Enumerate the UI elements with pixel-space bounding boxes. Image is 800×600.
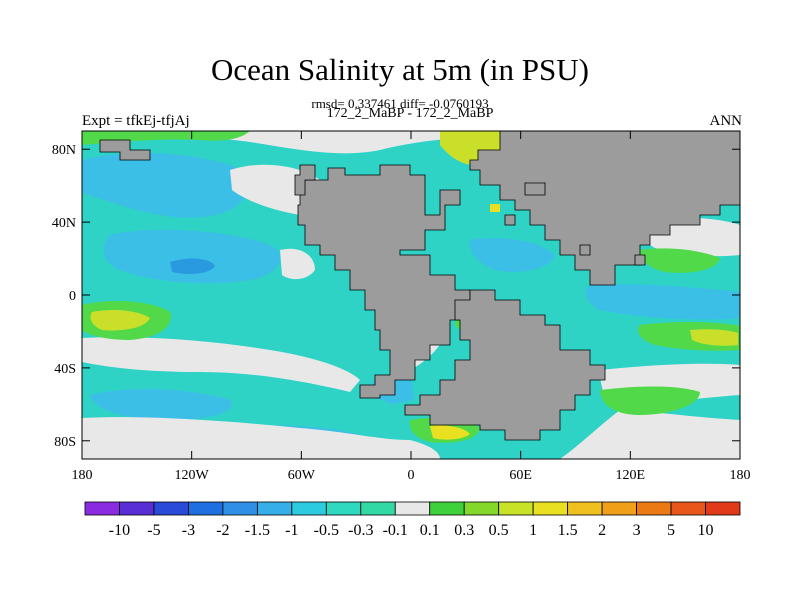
colorbar-swatch [188, 501, 224, 516]
colorbar-swatch [360, 501, 396, 516]
salty-anomaly-east-core [690, 329, 738, 346]
colorbar-swatch [636, 501, 672, 516]
lon-tick-label: 60W [288, 468, 316, 483]
lat-tick-label: 0 [69, 289, 76, 304]
lat-tick-label: 80S [54, 435, 76, 450]
colorbar-swatch [84, 501, 120, 516]
colorbar-label: 5 [667, 522, 675, 539]
colorbar-label: 2 [598, 522, 606, 539]
fresh-anomaly-north-pacific [82, 153, 249, 218]
lon-tick-label: 0 [408, 468, 415, 483]
colorbar-label: -2 [216, 522, 229, 539]
colorbar-swatch [567, 501, 603, 516]
colorbar-swatch [532, 501, 569, 516]
fresh-anomaly-southern [90, 388, 232, 420]
lon-tick-label: 120W [175, 468, 210, 483]
colorbar-label: -1 [285, 522, 298, 539]
colorbar-swatch [256, 501, 293, 516]
colorbar-label: -0.3 [348, 522, 373, 539]
colorbar-swatch [463, 501, 500, 516]
map-title: Ocean Salinity at 5m (in PSU) [211, 52, 589, 87]
colorbar-label: 0.1 [420, 522, 440, 539]
stats-subtitle: rmsd= 0.337461 diff= -0.0760193 [311, 96, 489, 111]
colorbar-label: 3 [633, 522, 641, 539]
fresh-anomaly-tropical-pacific [170, 258, 215, 274]
colorbar-swatch [119, 501, 155, 516]
colorbar-label: 1.5 [558, 522, 578, 539]
salty-anomaly-agulhas-core [430, 425, 470, 440]
neutral-band-subtropics [280, 248, 315, 280]
fresh-anomaly-mid-pacific [103, 229, 281, 284]
neutral-band-south-pacific [82, 337, 360, 392]
colorbar-swatch [429, 501, 465, 516]
land-americas [297, 164, 471, 399]
colorbar-label: 0.5 [489, 522, 509, 539]
case-label: 172_2_MaBP - 172_2_MaBP [326, 106, 494, 121]
colorbar-label: 1 [529, 522, 537, 539]
colorbar-label: 10 [698, 522, 714, 539]
colorbar-label: -5 [147, 522, 160, 539]
salty-anomaly-east-atlantic [640, 248, 720, 273]
colorbar-label: -0.5 [314, 522, 339, 539]
colorbar [84, 501, 741, 516]
neutral-band-southeast [560, 410, 740, 459]
colorbar-swatch [291, 501, 327, 516]
longitude-axis: 180 120W 60W 0 60E 120E 180 [72, 131, 751, 483]
land-greenland-eurasia [469, 131, 740, 286]
neutral-band-southern-ocean [82, 417, 440, 459]
season-label: ANN [709, 113, 743, 129]
colorbar-labels: -10 -5 -3 -2 -1.5 -1 -0.5 -0.3 -0.1 0.1 0.3 0.5 1 1.5… [109, 522, 714, 539]
salty-anomaly-patch-orange-3 [490, 204, 500, 212]
colorbar-swatch [394, 501, 431, 516]
land-africa-arabia [404, 289, 606, 441]
map-field [82, 131, 740, 459]
fresh-anomaly-atlantic [469, 238, 555, 272]
lon-tick-label: 180 [72, 468, 93, 483]
land-arctic-islands [99, 139, 151, 161]
colorbar-label: 0.3 [454, 522, 474, 539]
fresh-anomaly-indian [585, 284, 740, 320]
colorbar-swatch [670, 501, 706, 516]
lon-tick-label: 180 [730, 468, 751, 483]
latitude-axis: 80N 40N 0 40S 80S [52, 143, 740, 450]
colorbar-label: -3 [182, 522, 195, 539]
lon-tick-label: 60E [509, 468, 532, 483]
colorbar-swatch [498, 501, 534, 516]
lon-tick-label: 120E [616, 468, 646, 483]
colorbar-swatch [601, 501, 637, 516]
colorbar-swatch [705, 501, 741, 516]
colorbar-label: -10 [109, 522, 130, 539]
salty-anomaly-south-indian [600, 386, 700, 415]
experiment-label: Expt = tfkEj-tfjAj [82, 113, 190, 129]
lat-tick-label: 40S [54, 362, 76, 377]
colorbar-swatch [222, 501, 258, 516]
land-small-islands [294, 164, 646, 266]
colorbar-label: -1.5 [245, 522, 270, 539]
colorbar-swatch [153, 501, 189, 516]
lat-tick-label: 80N [52, 143, 76, 158]
salty-anomaly-tropical-core [90, 310, 150, 331]
lat-tick-label: 40N [52, 216, 76, 231]
colorbar-swatch [325, 501, 362, 516]
colorbar-label: -0.1 [383, 522, 408, 539]
